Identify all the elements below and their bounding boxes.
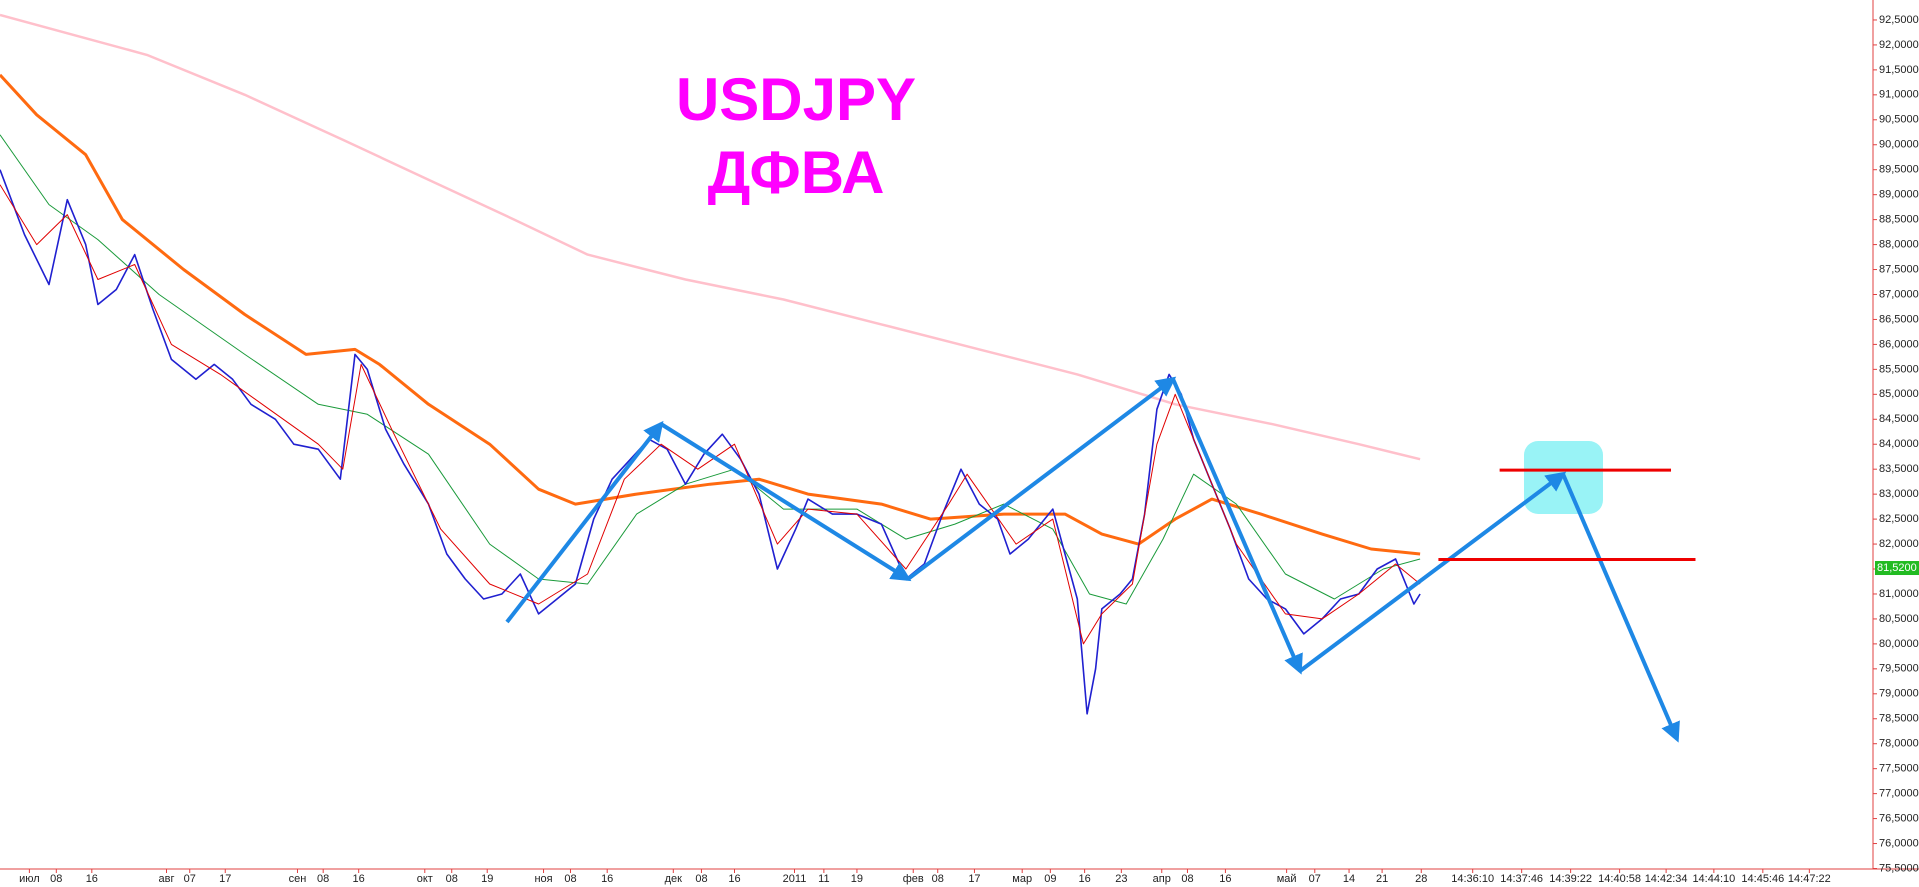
y-tick-label: 92,5000 [1879,14,1919,26]
x-tick-label: 08 [317,873,329,885]
x-tick-label: 14:44:10 [1692,873,1735,885]
x-tick-label: 21 [1376,873,1388,885]
wave-arrows [505,376,1680,743]
x-tick-label: 19 [481,873,493,885]
x-tick-label: 08 [932,873,944,885]
y-tick-label: 76,0000 [1879,837,1919,849]
y-tick-label: 81,0000 [1879,588,1919,600]
y-tick-label: 79,5000 [1879,663,1919,675]
y-tick-label: 90,0000 [1879,139,1919,151]
x-tick-label: апр [1153,873,1171,885]
y-tick-label: 90,5000 [1879,114,1919,126]
arrow [659,422,912,582]
x-tick-label: 17 [219,873,231,885]
x-tick-label: 14:40:58 [1598,873,1641,885]
x-tick-label: 16 [1079,873,1091,885]
x-tick-label: 28 [1415,873,1427,885]
y-tick-label: 85,0000 [1879,388,1919,400]
x-tick-label: 16 [353,873,365,885]
y-tick-label: 86,0000 [1879,338,1919,350]
y-tick-label: 82,5000 [1879,513,1919,525]
arrow [906,376,1177,581]
series-line [0,134,1421,605]
y-tick-label: 89,0000 [1879,189,1919,201]
series-line [0,184,1421,645]
x-tick-label: 11 [818,873,829,885]
x-tick-label: 14:37:46 [1500,873,1543,885]
y-tick-label: 83,0000 [1879,488,1919,500]
y-tick-label: 91,0000 [1879,89,1919,101]
y-tick-label: 78,5000 [1879,713,1919,725]
x-tick-label: мар [1012,873,1032,885]
y-tick-label: 77,0000 [1879,788,1919,800]
x-tick-label: 19 [851,873,863,885]
y-tick-label: 87,0000 [1879,288,1919,300]
plot [0,13,1421,715]
price-marker-label: 81,5200 [1877,562,1917,574]
arrow [1561,473,1680,743]
y-tick-label: 76,5000 [1879,812,1919,824]
y-tick-label: 89,5000 [1879,164,1919,176]
x-tick-label: 08 [564,873,576,885]
arrow [505,420,664,624]
series-line [0,169,1421,715]
y-tick-label: 86,5000 [1879,313,1919,325]
x-tick-label: май [1277,873,1297,885]
y-tick-label: 83,5000 [1879,463,1919,475]
x-tick-label: 08 [695,873,707,885]
x-tick-label: 16 [601,873,613,885]
price-marker [1875,561,1919,576]
y-tick-label: 88,5000 [1879,214,1919,226]
y-tick-label: 80,5000 [1879,613,1919,625]
y-tick-label: 79,0000 [1879,688,1919,700]
y-tick-label: 78,0000 [1879,738,1919,750]
x-tick-label: 08 [50,873,62,885]
x-tick-label: 09 [1044,873,1056,885]
x-tick-label: 17 [968,873,980,885]
x-tick-label: 14:45:46 [1741,873,1784,885]
x-tick-label: 08 [446,873,458,885]
x-tick-label: 14:36:10 [1451,873,1494,885]
x-tick-label: окт [417,873,433,885]
x-tick-label: 14:39:22 [1549,873,1592,885]
chart-title: USDJPY [676,66,916,133]
x-tick-label: 14 [1343,873,1355,885]
y-tick-label: 91,5000 [1879,64,1919,76]
series-line [0,73,1421,556]
y-tick-label: 84,5000 [1879,413,1919,425]
arrow [1298,471,1567,673]
x-tick-label: фев [903,873,924,885]
y-tick-label: 88,0000 [1879,238,1919,250]
y-tick-label: 75,5000 [1879,862,1919,874]
x-tick-label: 14:42:34 [1645,873,1688,885]
y-tick-label: 77,5000 [1879,763,1919,775]
arrow [1171,378,1303,675]
chart-subtitle: ДФВА [708,139,885,206]
y-tick-label: 92,0000 [1879,39,1919,51]
x-tick-label: дек [665,873,683,885]
x-tick-label: 07 [1309,873,1321,885]
x-tick-label: ноя [534,873,552,885]
series-line [0,13,1421,461]
x-tick-label: 16 [86,873,98,885]
x-tick-label: 14:47:22 [1788,873,1831,885]
y-tick-label: 80,0000 [1879,638,1919,650]
x-tick-label: 16 [1219,873,1231,885]
x-tick-label: 23 [1115,873,1127,885]
x-tick-label: 07 [184,873,196,885]
y-tick-label: 82,0000 [1879,538,1919,550]
x-tick-label: июл [19,873,40,885]
y-tick-label: 87,5000 [1879,263,1919,275]
x-tick-label: 16 [728,873,740,885]
x-tick-label: авг [158,873,174,885]
x-tick-label: сен [289,873,307,885]
x-tick-label: 2011 [783,873,807,885]
y-tick-label: 85,5000 [1879,363,1919,375]
y-tick-label: 84,0000 [1879,438,1919,450]
x-tick-label: 08 [1181,873,1193,885]
